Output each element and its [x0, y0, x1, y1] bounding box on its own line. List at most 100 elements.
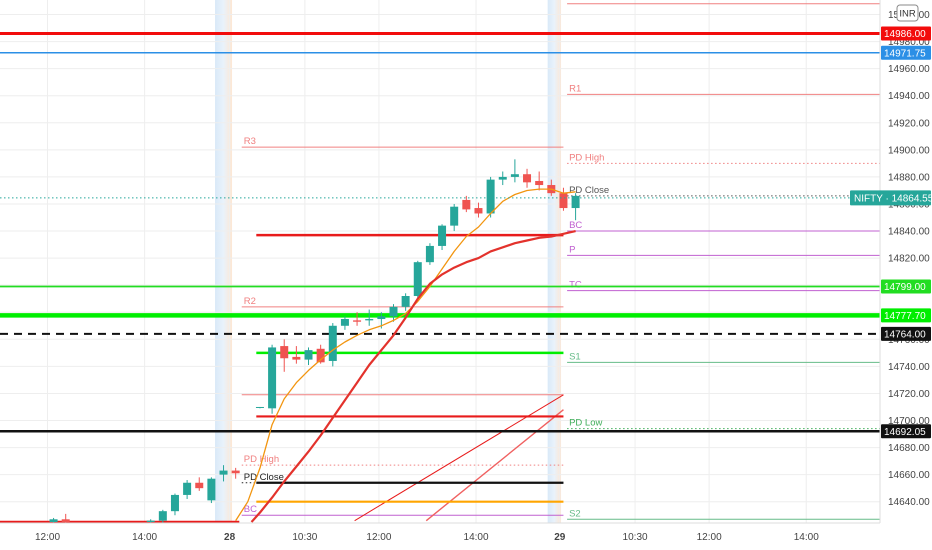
time-tick-label: 14:00: [464, 532, 489, 543]
price-tag: 14799.00: [884, 282, 926, 293]
time-tick-label: 14:00: [132, 532, 157, 543]
candle-body[interactable]: [170, 494, 179, 512]
candle-body[interactable]: [280, 346, 289, 359]
pivot-label: PD High: [569, 152, 604, 163]
candle-body[interactable]: [292, 356, 301, 360]
candles: [49, 159, 580, 528]
candle-body[interactable]: [425, 245, 434, 263]
price-tick-label: 14880.00: [888, 172, 930, 183]
pivot-label: S2: [569, 508, 581, 519]
price-tick-label: 14820.00: [888, 254, 930, 265]
badges: NIFTY · 14864.55 INR: [850, 4, 932, 206]
candle-body[interactable]: [450, 206, 459, 226]
pivot-label: PD High: [244, 454, 279, 465]
price-tick-label: 14960.00: [888, 64, 930, 75]
price-tag-background: [881, 45, 931, 60]
pivot-label: S1: [569, 351, 581, 362]
grid: [0, 0, 880, 523]
candle-body[interactable]: [219, 470, 228, 475]
pivot-label: TC: [569, 280, 582, 291]
time-tick-label: 29: [554, 532, 566, 543]
price-tick-label: 14740.00: [888, 362, 930, 373]
candle-body[interactable]: [207, 478, 216, 501]
price-tag-background: [881, 424, 931, 439]
price-tick-label: 14840.00: [888, 227, 930, 238]
pivot-label: R3: [244, 136, 256, 147]
time-tick-label: 10:30: [292, 532, 317, 543]
candle-body[interactable]: [183, 482, 192, 495]
candle-body[interactable]: [49, 519, 58, 522]
time-tick-label: 12:00: [366, 532, 391, 543]
moving-average-fast: [235, 188, 576, 521]
candle-body[interactable]: [498, 176, 507, 180]
price-tick-label: 14980.00: [888, 37, 930, 48]
candle-body[interactable]: [523, 174, 532, 183]
candle-body[interactable]: [377, 316, 386, 320]
time-tick-label: 14:00: [794, 532, 819, 543]
candle-body[interactable]: [268, 347, 277, 409]
price-tag: 14986.00: [884, 29, 926, 40]
price-tick-label: 14660.00: [888, 470, 930, 481]
session-band: [215, 0, 233, 523]
candle-body[interactable]: [231, 470, 240, 474]
price-tick-label: 14940.00: [888, 91, 930, 102]
price-axis-background: [880, 0, 932, 550]
candle-body[interactable]: [61, 519, 70, 522]
price-tag-background: [881, 26, 931, 41]
candle-body[interactable]: [413, 262, 422, 297]
candle-body[interactable]: [535, 180, 544, 186]
price-tick-label: 14720.00: [888, 389, 930, 400]
candle-body[interactable]: [401, 296, 410, 307]
price-tick-label: 14920.00: [888, 118, 930, 129]
candle-body[interactable]: [571, 195, 580, 209]
candle-body[interactable]: [462, 199, 471, 210]
time-axis: 12:00 14:00 28 10:30 12:00 14:00 29 10:30 12:00 1…: [0, 522, 932, 550]
session-bands: [215, 0, 562, 523]
candle-body[interactable]: [316, 348, 325, 363]
price-tick-label: 14700.00: [888, 416, 930, 427]
candle-body[interactable]: [158, 511, 167, 521]
currency-badge-label: INR: [899, 9, 916, 20]
candle-body[interactable]: [559, 193, 568, 209]
candle-body[interactable]: [255, 406, 264, 408]
pivot-label: R1: [569, 83, 581, 94]
last-price-badge[interactable]: [850, 190, 931, 206]
price-tags: 14986.00 14971.75 14799.00 14777.70 14764.00…: [881, 26, 931, 439]
candle-body[interactable]: [146, 520, 155, 522]
candle-body[interactable]: [486, 179, 495, 214]
pivot-label: BC: [244, 504, 257, 515]
price-axis: 14640.00 14660.00 14680.00 14700.00 14720.00…: [879, 0, 932, 550]
pivot-label: BC: [569, 220, 582, 231]
time-tick-label: 28: [224, 532, 236, 543]
time-tick-label: 10:30: [623, 532, 648, 543]
candle-body[interactable]: [365, 319, 374, 321]
candle-body[interactable]: [510, 174, 519, 177]
price-tag-background: [881, 279, 931, 294]
pivot-label: P: [569, 244, 575, 255]
price-tag: 14692.05: [884, 427, 926, 438]
price-tag: 14971.75: [884, 48, 926, 59]
session-band: [547, 0, 562, 523]
price-tag-background: [881, 308, 931, 323]
price-tag-background: [881, 326, 931, 341]
currency-badge[interactable]: [896, 4, 919, 22]
candle-body[interactable]: [328, 325, 337, 361]
candle-body[interactable]: [340, 319, 349, 326]
candle-body[interactable]: [195, 482, 204, 489]
moving-averages: [235, 188, 576, 523]
candle-body[interactable]: [438, 225, 447, 246]
horizontal-levels: [0, 31, 880, 433]
candle-body[interactable]: [389, 306, 398, 317]
pivot-label: PD Close: [244, 472, 284, 483]
price-tick-label: 14900.00: [888, 145, 930, 156]
time-axis-background: [0, 523, 932, 550]
price-tag: 14764.00: [884, 329, 926, 340]
time-tick-label: 12:00: [697, 532, 722, 543]
candle-body[interactable]: [304, 350, 313, 360]
time-tick-label: 12:00: [35, 532, 60, 543]
candle-body[interactable]: [474, 208, 483, 214]
pivot-label: PD Low: [569, 418, 602, 429]
candle-body[interactable]: [353, 320, 362, 322]
